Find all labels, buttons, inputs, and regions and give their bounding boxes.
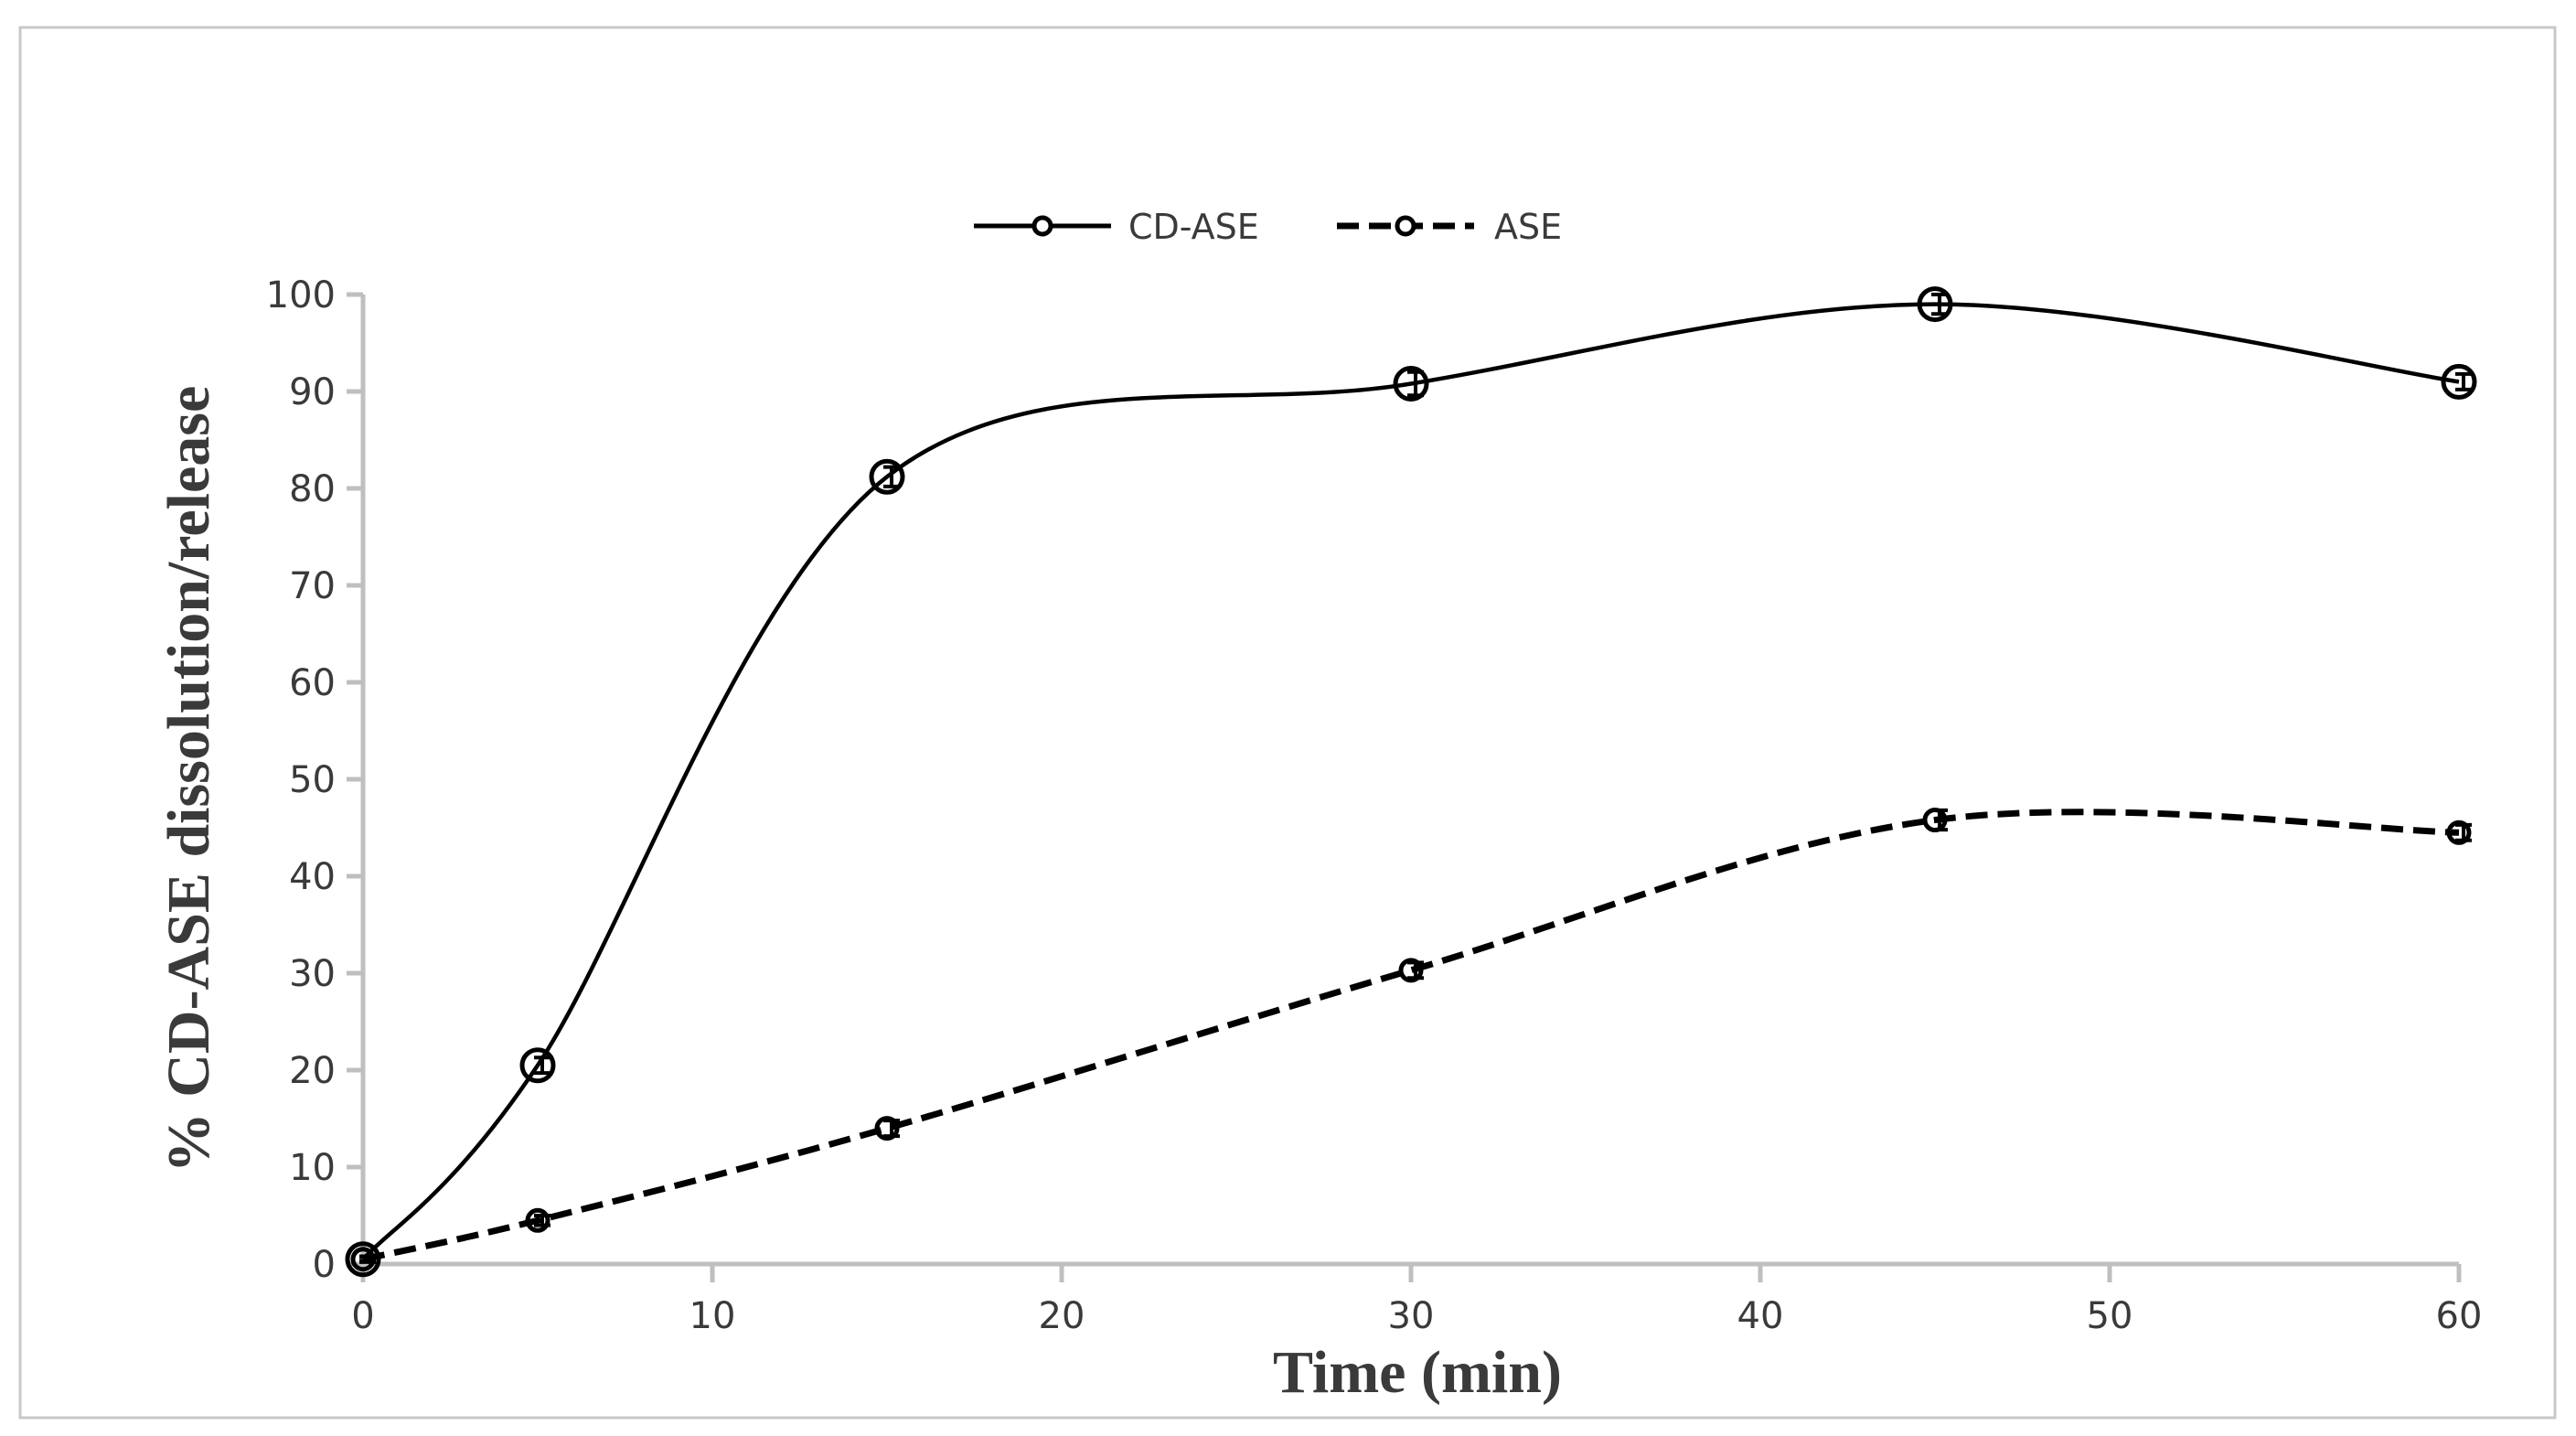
data-point-ase — [1398, 958, 1424, 983]
y-tick-label: 20 — [289, 1050, 336, 1092]
data-point-cd-ase — [1393, 366, 1429, 402]
x-tick-label: 50 — [2087, 1295, 2133, 1337]
legend-marker-ase — [1395, 215, 1416, 237]
x-tick-label: 30 — [1388, 1295, 1435, 1337]
x-tick-label: 20 — [1039, 1295, 1085, 1337]
legend: CD-ASE ASE — [974, 207, 1562, 247]
y-tick-label: 10 — [289, 1147, 336, 1189]
legend-label-cd-ase: CD-ASE — [1128, 207, 1259, 247]
data-point-cd-ase — [345, 1241, 381, 1278]
y-tick-label: 0 — [313, 1244, 336, 1286]
data-point-cd-ase — [869, 458, 905, 495]
series-layer — [345, 286, 2477, 1278]
data-point-ase — [2446, 820, 2472, 845]
y-tick-label: 40 — [289, 856, 336, 898]
ticks: 0 10 20 30 40 50 60 70 80 90 100 0 10 20 30 40 50 60 — [266, 274, 2483, 1337]
y-tick-label: 50 — [289, 759, 336, 801]
x-tick-label: 0 — [351, 1295, 374, 1337]
y-tick-label: 90 — [289, 371, 336, 413]
x-tick-label: 40 — [1737, 1295, 1784, 1337]
legend-marker-cd-ase — [1031, 215, 1053, 237]
chart-border — [18, 26, 2557, 1420]
y-tick-label: 80 — [289, 468, 336, 510]
y-tick-label: 30 — [289, 953, 336, 995]
y-tick-label: 100 — [266, 274, 336, 316]
y-axis-title: % CD-ASE dissolution/release — [155, 386, 222, 1173]
x-tick-label: 60 — [2436, 1295, 2483, 1337]
series-line-ase — [362, 809, 2460, 1263]
x-axis-title: Time (min) — [1273, 1339, 1562, 1406]
y-tick-label: 60 — [289, 662, 336, 704]
data-point-cd-ase — [519, 1047, 556, 1084]
data-point-ase — [525, 1207, 550, 1233]
y-tick-label: 70 — [289, 565, 336, 607]
data-point-ase — [350, 1247, 376, 1272]
data-point-ase — [874, 1116, 900, 1141]
data-point-ase — [1922, 808, 1948, 833]
x-tick-label: 10 — [689, 1295, 736, 1337]
data-point-cd-ase — [2441, 363, 2477, 400]
data-point-cd-ase — [1917, 286, 1953, 323]
legend-label-ase: ASE — [1494, 207, 1562, 247]
